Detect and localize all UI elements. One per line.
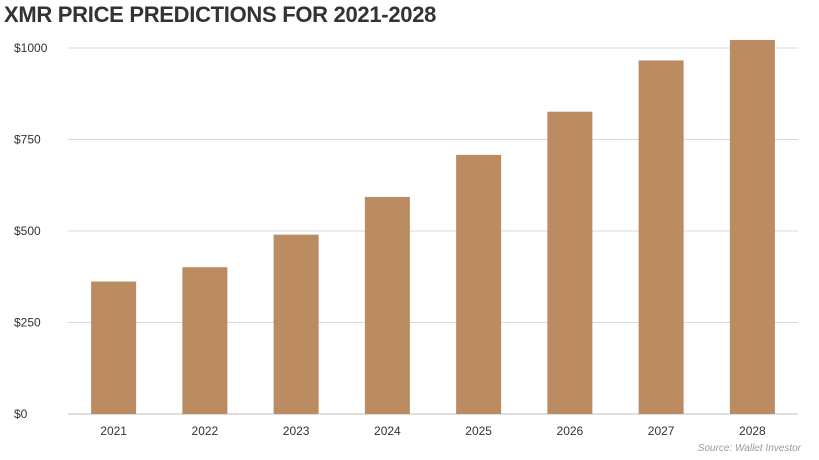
bar <box>547 111 593 415</box>
bar <box>364 196 410 414</box>
bar <box>638 60 684 414</box>
x-tick-label: 2022 <box>192 424 219 438</box>
x-tick-label: 2021 <box>100 424 127 438</box>
gridlines <box>68 47 798 415</box>
y-tick-label: $1000 <box>14 41 48 55</box>
y-tick-label: $250 <box>14 316 41 330</box>
x-tick-label: 2028 <box>739 424 766 438</box>
y-tick-label: $0 <box>14 407 28 421</box>
x-tick-label: 2027 <box>648 424 675 438</box>
y-tick-label: $500 <box>14 224 41 238</box>
x-tick-label: 2026 <box>557 424 584 438</box>
x-tick-label: 2024 <box>374 424 401 438</box>
bar <box>182 267 228 414</box>
bar <box>729 39 775 414</box>
x-axis-ticks: 2021 2022 2023 2024 2025 2026 2027 2028 <box>100 424 766 438</box>
y-axis-ticks: $0 $250 $500 $750 $1000 <box>14 41 48 421</box>
source-note: Source: Wallet Investor <box>697 443 801 454</box>
bars <box>91 39 775 415</box>
x-tick-label: 2025 <box>465 424 492 438</box>
x-tick-label: 2023 <box>283 424 310 438</box>
chart-title: XMR PRICE PREDICTIONS FOR 2021-2028 <box>4 2 437 27</box>
bar <box>91 281 137 414</box>
bar <box>456 154 502 414</box>
bar <box>273 234 319 414</box>
y-tick-label: $750 <box>14 133 41 147</box>
